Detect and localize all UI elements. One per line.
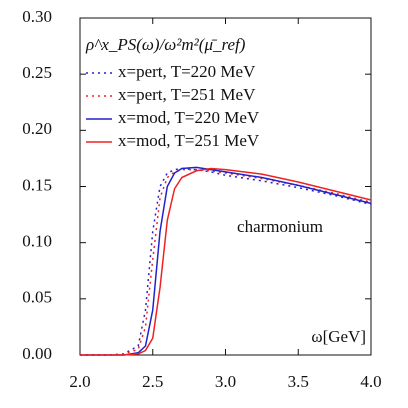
x-tick-label: 4.0 [360,372,381,391]
y-tick-label: 0.25 [22,63,52,82]
series-line [80,167,372,356]
x-axis-label: ω[GeV] [311,327,366,346]
y-tick-label: 0.10 [22,232,52,251]
y-tick-label: 0.20 [22,119,52,138]
legend-label: x=pert, T=251 MeV [118,85,256,104]
y-tick-label: 0.00 [22,344,52,363]
chart-title: ρ^x_PS(ω)/ω²m²(μ̄_ref) [85,35,246,54]
annotation: charmonium [237,217,323,236]
x-tick-label: 3.0 [215,372,236,391]
legend-label: x=mod, T=220 MeV [118,108,260,127]
x-tick-label: 2.0 [69,372,90,391]
series-line [80,167,372,356]
legend-label: x=pert, T=220 MeV [118,62,256,81]
legend-label: x=mod, T=251 MeV [118,131,260,150]
x-tick-label: 2.5 [142,372,163,391]
y-tick-label: 0.30 [22,7,52,26]
y-tick-label: 0.05 [22,288,52,307]
y-tick-label: 0.15 [22,175,52,194]
x-tick-label: 3.5 [288,372,309,391]
